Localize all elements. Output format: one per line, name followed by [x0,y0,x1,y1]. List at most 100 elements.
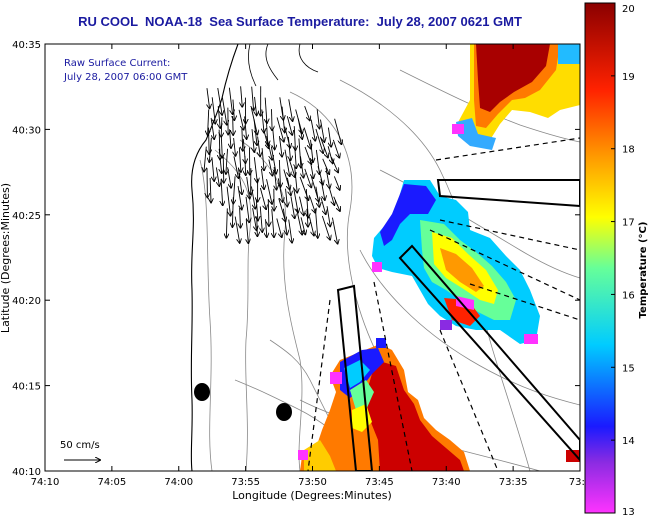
transect-boxes [336,179,580,471]
current-vector [286,116,292,135]
current-vector [246,219,248,243]
sst-patches [298,44,580,471]
current-vector [212,157,214,181]
colorbar-tick-label: 17 [622,218,635,229]
x-tick-label: 73:45 [365,477,394,488]
current-vector [279,136,282,157]
current-vector [234,137,236,156]
current-vector [209,137,211,162]
current-vector [257,216,258,236]
current-vector [295,146,296,168]
x-axis-label: Longitude (Degrees:Minutes) [232,489,392,502]
current-vector [237,186,242,209]
current-vector [274,166,276,190]
current-vector [265,97,267,123]
y-tick-label: 40:10 [12,467,41,478]
current-vector [237,167,242,195]
current-vector [311,139,313,162]
current-vector [331,217,337,244]
current-vector [266,136,273,160]
current-vector [207,88,210,108]
current-vector [296,208,303,235]
current-vector [233,115,234,135]
buoy-marker [276,403,292,421]
current-vector [226,208,227,237]
current-vector [272,109,273,130]
scale-bar-label: 50 cm/s [60,440,100,451]
current-vectors [204,86,341,243]
current-vector [255,96,257,116]
current-vector [230,129,231,148]
x-tick-label: 73:40 [432,477,461,488]
current-vector [294,126,295,150]
current-vector [328,127,331,147]
current-vector [309,159,313,178]
current-vector [263,128,269,148]
current-vector [320,178,325,200]
current-vector [327,146,333,163]
current-vector [256,199,258,220]
y-axis-label: Latitude (Degrees:Minutes) [0,183,12,333]
current-vector [245,155,246,175]
current-vector [282,208,287,235]
current-vector [226,148,228,174]
current-vector [288,219,292,243]
current-vector [253,157,257,182]
current-vector [233,156,239,178]
current-vector [252,208,257,230]
x-tick-label: 74:00 [164,477,193,488]
annotation-line2: July 28, 2007 06:00 GMT [63,72,188,83]
current-vector [315,208,317,238]
current-vector [242,128,243,151]
y-tick-label: 40:35 [12,40,41,51]
current-vector [322,158,329,174]
current-vector [328,187,334,205]
current-vector [293,187,299,212]
current-vector [284,149,290,176]
current-vector [270,146,276,174]
current-vector [252,86,254,110]
current-vector [227,167,232,187]
current-vector [309,216,313,236]
current-vector [332,139,339,158]
y-tick-label: 40:25 [12,211,41,222]
colorbar-tick-label: 16 [622,290,635,301]
current-vector [326,206,330,226]
current-vector [320,119,324,142]
current-vector [228,87,232,114]
current-vector [304,168,311,187]
current-vector [262,109,264,132]
current-vector [320,197,326,214]
current-vector [268,159,273,175]
current-vector [238,109,244,130]
current-vector [334,118,342,144]
current-vector [279,159,280,187]
current-vector [221,136,222,158]
current-vector [252,129,254,152]
current-vector [266,219,267,237]
current-vector [304,105,310,120]
current-vector [306,189,308,217]
current-vector [276,117,284,141]
current-vector [210,177,211,203]
current-vector [297,118,302,139]
current-vector [233,99,234,121]
current-vector [286,188,288,207]
colorbar-tick-label: 20 [622,4,635,15]
colorbar-tick-label: 14 [622,436,635,447]
y-tick-label: 40:15 [12,382,41,393]
current-vector [290,196,295,218]
current-vector [218,106,220,128]
current-vector [307,208,308,227]
current-vector [315,186,319,207]
current-vector [215,167,219,186]
colorbar [584,2,616,514]
current-vector [221,117,222,137]
current-vector [282,106,285,133]
current-vector [317,109,319,128]
annotation-line1: Raw Surface Current: [64,58,170,69]
x-tick-label: 74:05 [97,477,126,488]
colorbar-ticks: 20 19 18 17 16 15 14 13 [611,2,635,518]
coastline [248,44,319,87]
current-vector [319,136,328,158]
